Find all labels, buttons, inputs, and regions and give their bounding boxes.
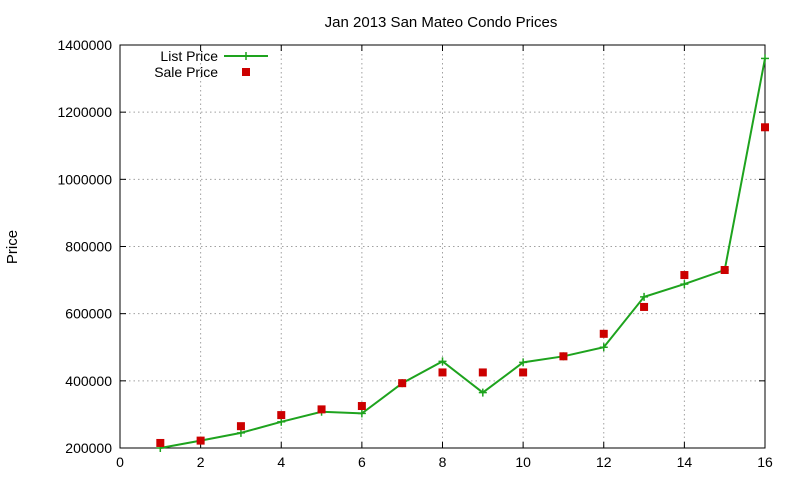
data-point: [438, 368, 447, 377]
x-tick-label: 14: [677, 454, 693, 470]
data-point: [640, 302, 649, 311]
x-tick-label: 6: [358, 454, 366, 470]
y-tick-label: 1000000: [57, 171, 112, 187]
data-point: [559, 352, 568, 361]
data-point: [398, 379, 407, 388]
x-tick-label: 4: [277, 454, 285, 470]
data-point: [519, 358, 528, 367]
data-point: [357, 409, 366, 418]
legend-label: List Price: [160, 48, 218, 64]
x-tick-label: 8: [439, 454, 447, 470]
data-point: [640, 292, 649, 301]
legend-marker: [242, 68, 250, 76]
y-tick-label: 600000: [65, 306, 112, 322]
data-point: [720, 266, 729, 275]
data-point: [277, 411, 286, 420]
data-point: [438, 357, 447, 366]
y-tick-label: 800000: [65, 239, 112, 255]
data-point: [680, 271, 689, 280]
series-1: [156, 54, 769, 452]
data-point: [357, 402, 366, 411]
data-point: [519, 368, 528, 377]
data-point: [599, 329, 608, 338]
data-point: [196, 436, 205, 445]
x-tick-label: 10: [515, 454, 531, 470]
data-point: [478, 388, 487, 397]
axis-ticks: 0 2 4 6 8 10 12 14 16 200000 400000 600000 800000 100…: [57, 37, 773, 470]
data-point: [156, 438, 165, 447]
data-point: [599, 343, 608, 352]
data-point: [236, 428, 245, 437]
x-tick-label: 2: [197, 454, 205, 470]
legend-label: Sale Price: [154, 64, 218, 80]
x-tick-label: 12: [596, 454, 612, 470]
legend-marker: [242, 52, 250, 60]
x-tick-label: 16: [757, 454, 773, 470]
y-tick-label: 1200000: [57, 104, 112, 120]
data-point: [478, 368, 487, 377]
x-tick-label: 0: [116, 454, 124, 470]
data-point: [277, 417, 286, 426]
y-axis-label: Price: [4, 230, 21, 264]
y-tick-label: 400000: [65, 373, 112, 389]
y-tick-label: 200000: [65, 440, 112, 456]
chart-title: Jan 2013 San Mateo Condo Prices: [325, 14, 558, 31]
series-2: [156, 123, 769, 447]
data-point: [680, 280, 689, 289]
data-point: [761, 123, 769, 132]
series: [156, 54, 769, 452]
data-point: [761, 54, 769, 63]
y-tick-label: 1400000: [57, 37, 112, 53]
grid: [120, 45, 765, 448]
series-line: [160, 58, 766, 449]
data-point: [317, 405, 326, 414]
data-point: [236, 422, 245, 431]
